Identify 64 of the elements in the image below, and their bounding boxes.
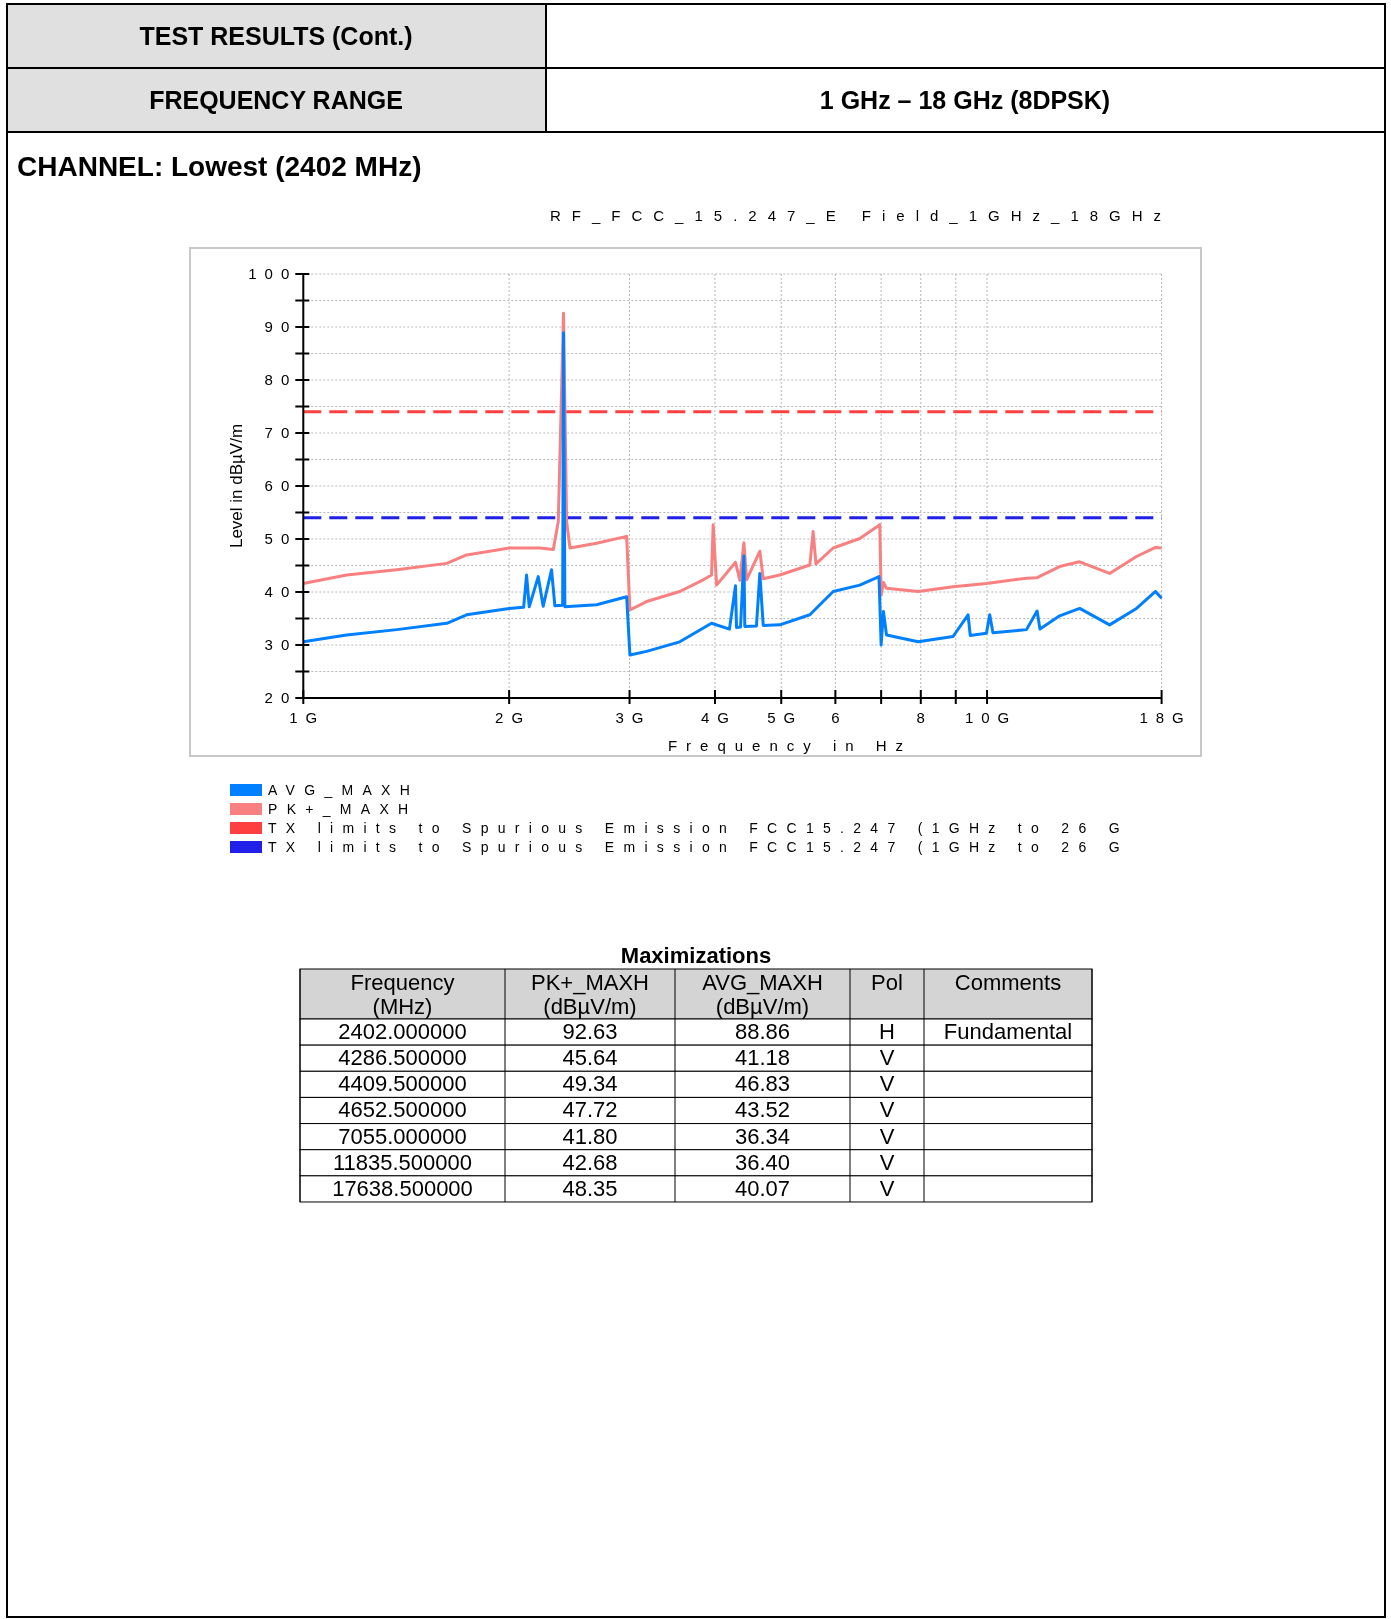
category-label: 11835.500000 xyxy=(332,1149,473,1175)
x-tick-label: 4G xyxy=(700,709,737,726)
x-tick-label: 6 xyxy=(831,709,848,726)
category-label: 4652.500000 xyxy=(338,1097,467,1123)
y-tick-label: 70 xyxy=(264,424,298,441)
legend-label: AVG_MAXH xyxy=(268,782,420,798)
text: Maximizations xyxy=(620,943,772,968)
y-tick-label: 60 xyxy=(264,477,298,494)
data-label: 41.18 xyxy=(734,1045,791,1071)
text: Fundamental xyxy=(943,1019,1073,1044)
x-tick-label: 1G xyxy=(289,709,326,726)
text: V xyxy=(879,1123,895,1149)
data-label: 42.68 xyxy=(562,1149,618,1175)
data-label: 36.34 xyxy=(734,1123,791,1149)
data-label: 48.35 xyxy=(562,1175,618,1201)
category-label: 7055.000000 xyxy=(338,1123,467,1149)
y-tick-label: 50 xyxy=(264,530,298,547)
x-tick-label: 5G xyxy=(767,709,804,726)
y-tick-label: 80 xyxy=(264,371,298,388)
text: V xyxy=(879,1175,895,1201)
text: H xyxy=(879,1019,895,1044)
text: Comments xyxy=(954,970,1062,995)
text: AVG_MAXH (dBµV/m) xyxy=(702,970,823,1019)
x-tick-label: 2G xyxy=(495,709,532,726)
category-label: 4286.500000 xyxy=(338,1045,467,1071)
x-axis-title: Frequency in Hz xyxy=(667,737,913,754)
y-tick-label: 40 xyxy=(264,583,298,600)
data-label: 43.52 xyxy=(734,1097,791,1123)
data-label: 49.34 xyxy=(562,1071,618,1097)
x-tick-label: 8 xyxy=(916,709,933,726)
data-label: 36.40 xyxy=(734,1149,791,1175)
y-tick-label: 30 xyxy=(264,636,298,653)
x-tick-label: 10G xyxy=(964,709,1018,726)
y-tick-label: 100 xyxy=(248,265,298,282)
category-label: 17638.500000 xyxy=(332,1175,473,1201)
text: 1 GHz – 18 GHz (8DPSK) xyxy=(819,86,1111,114)
chart-title: RF_FCC_15.247_E Field_1GHz_18GHz xyxy=(549,207,1173,224)
text: V xyxy=(879,1071,895,1097)
legend-label: TX limits to Spurious Emission FCC15.247 (1GHz to 26 G xyxy=(268,839,1129,855)
y-tick-label: 20 xyxy=(264,689,298,706)
text: V xyxy=(879,1045,895,1071)
legend-label: PK+_MAXH xyxy=(268,801,418,817)
data-label: 40.07 xyxy=(734,1175,791,1201)
x-tick-label: 3G xyxy=(615,709,652,726)
legend-label: TX limits to Spurious Emission FCC15.247 (1GHz to 26 G xyxy=(268,820,1129,836)
text: Frequency (MHz) xyxy=(350,970,455,1019)
data-label: 46.83 xyxy=(734,1071,791,1097)
x-tick-label: 18G xyxy=(1139,709,1192,726)
text: TEST RESULTS (Cont.) xyxy=(139,22,413,50)
data-label: 88.86 xyxy=(734,1019,791,1044)
category-label: 4409.500000 xyxy=(338,1071,467,1097)
data-label: 47.72 xyxy=(562,1097,618,1123)
text: Pol xyxy=(871,970,903,995)
text: V xyxy=(879,1149,895,1175)
data-label: 45.64 xyxy=(562,1045,618,1071)
y-axis-title: Level in dBµV/m xyxy=(227,423,246,549)
text: CHANNEL: Lowest (2402 MHz) xyxy=(17,151,422,182)
text: FREQUENCY RANGE xyxy=(149,86,403,114)
text: V xyxy=(879,1097,895,1123)
y-tick-label: 90 xyxy=(264,318,298,335)
text: PK+_MAXH (dBµV/m) xyxy=(531,970,649,1019)
category-label: 2402.000000 xyxy=(338,1019,467,1044)
data-label: 92.63 xyxy=(562,1019,618,1044)
data-label: 41.80 xyxy=(562,1123,618,1149)
